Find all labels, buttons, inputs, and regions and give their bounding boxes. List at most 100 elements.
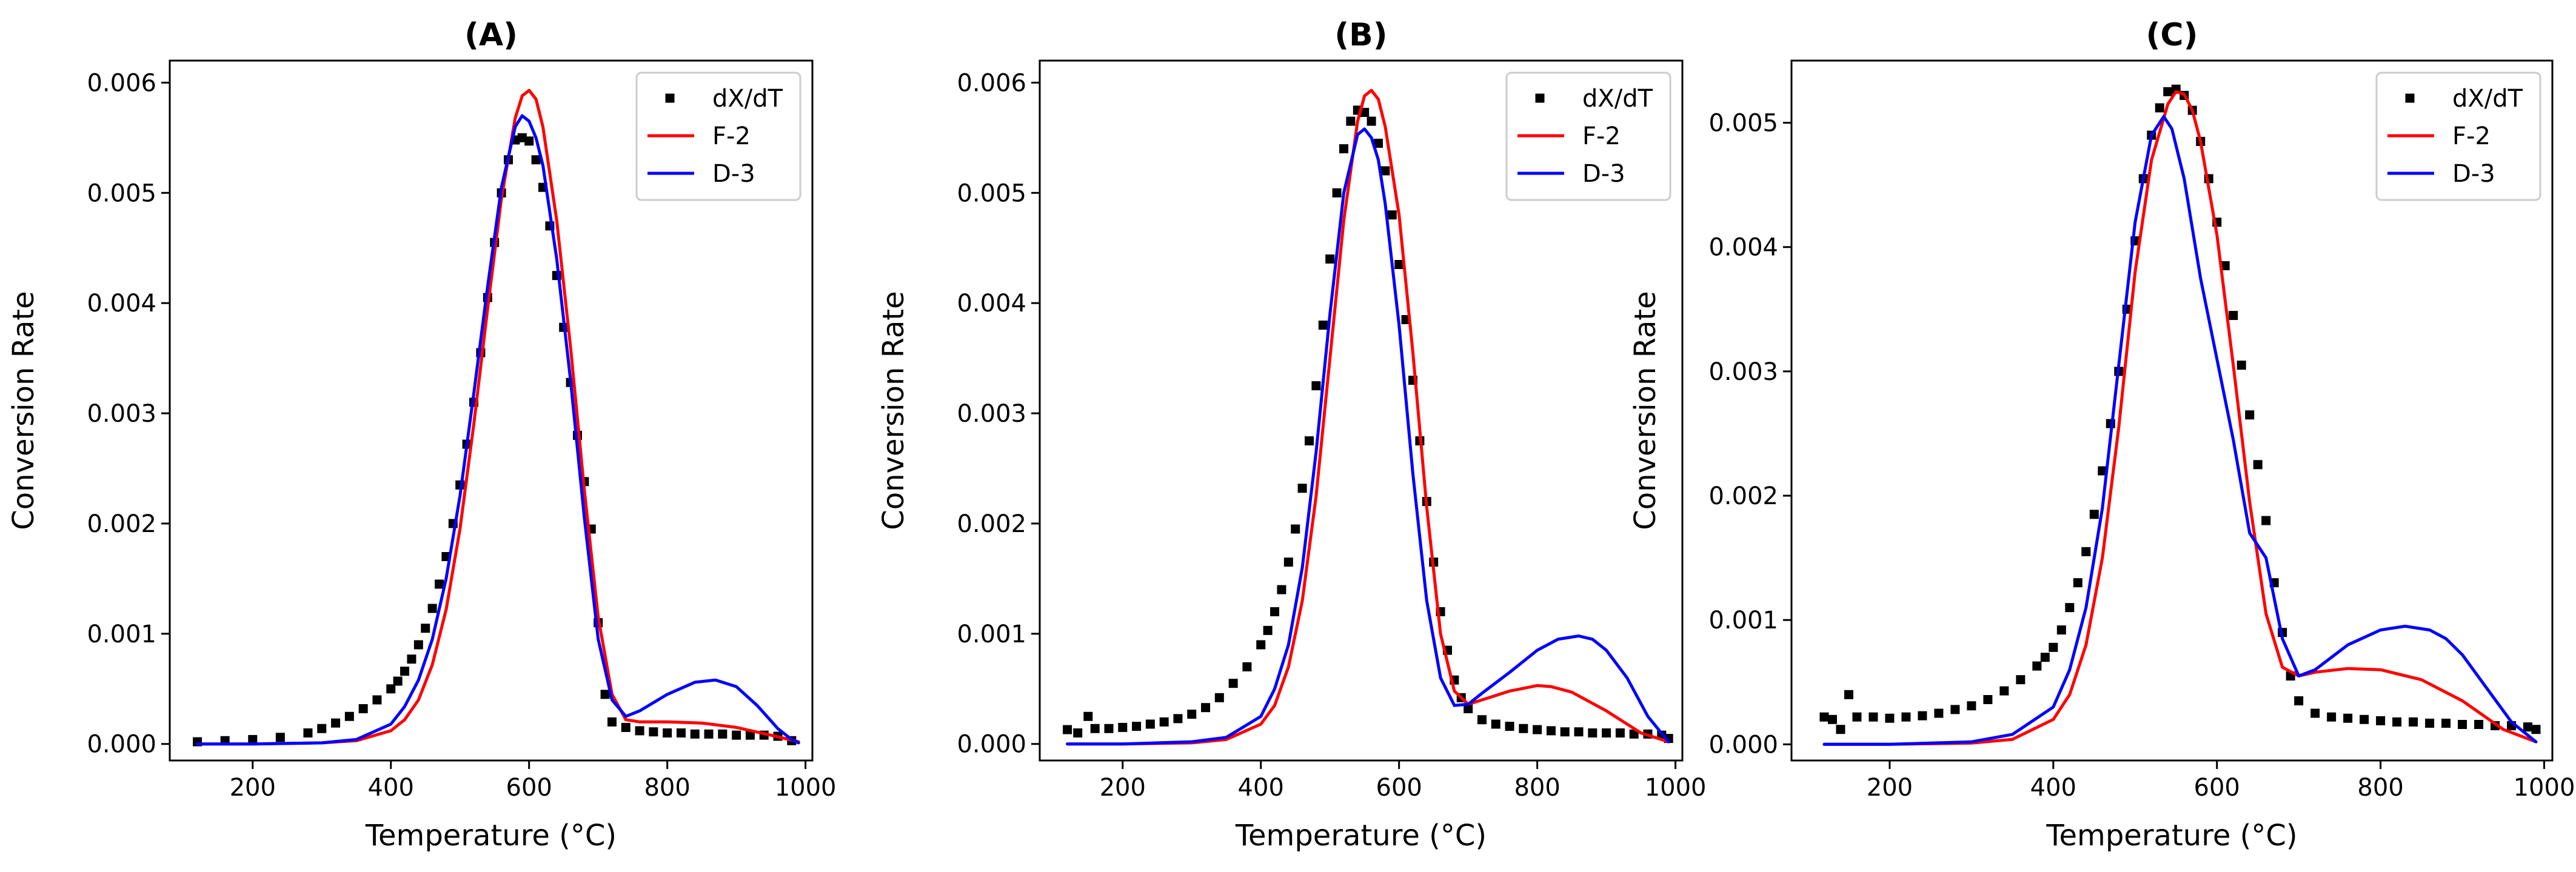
data-point: [2155, 103, 2164, 113]
y-tick-label: 0.003: [87, 400, 156, 428]
data-point: [2392, 717, 2402, 727]
series-dxdt: [193, 133, 797, 747]
data-point: [2425, 718, 2435, 728]
data-point: [1367, 116, 1376, 126]
data-point: [1602, 728, 1611, 738]
legend: dX/dT F-2 D-3: [635, 72, 801, 201]
data-point: [1477, 715, 1487, 725]
data-point: [1201, 703, 1211, 713]
data-point: [2081, 547, 2091, 556]
data-point: [1063, 725, 1072, 734]
data-point: [1187, 710, 1197, 719]
plot-data: [1819, 84, 2541, 746]
data-point: [718, 729, 728, 739]
data-point: [1505, 722, 1514, 731]
data-point: [2056, 625, 2066, 635]
data-point: [676, 728, 686, 738]
data-point: [1519, 724, 1528, 733]
data-point: [1073, 728, 1083, 738]
data-point: [1868, 712, 1878, 722]
x-tick-label: 400: [2030, 774, 2076, 802]
data-point: [1387, 210, 1397, 220]
x-axis-label: Temperature (°C): [2046, 819, 2297, 853]
data-point: [393, 676, 403, 686]
data-point: [1999, 686, 2009, 696]
axes-frame: [169, 59, 814, 762]
data-point: [400, 667, 410, 676]
data-point: [1560, 727, 1570, 737]
legend-label: dX/dT: [712, 85, 783, 113]
data-point: [2040, 653, 2050, 662]
legend-marker-dxdt: [2405, 93, 2415, 103]
data-point: [1934, 708, 1944, 718]
y-tick-label: 0.006: [87, 69, 156, 97]
y-tick-label: 0.003: [957, 400, 1026, 428]
data-point: [1360, 107, 1370, 117]
data-point: [331, 718, 341, 728]
y-tick-label: 0.005: [87, 179, 156, 207]
axes-frame: [1790, 59, 2554, 762]
data-point: [1214, 693, 1224, 702]
legend-marker-dxdt: [665, 93, 675, 103]
data-point: [248, 734, 258, 744]
data-point: [2220, 261, 2230, 270]
chart-title: (B): [1334, 17, 1387, 53]
data-point: [2531, 725, 2541, 734]
data-point: [663, 728, 672, 738]
data-point: [732, 730, 741, 740]
series-line-f-2: [1822, 90, 2538, 746]
axes-frame: [1039, 59, 1684, 762]
data-point: [1291, 524, 1300, 534]
x-tick-label: 800: [1514, 774, 1560, 802]
y-tick-label: 0.001: [957, 621, 1026, 648]
y-tick-label: 0.000: [1708, 731, 1778, 759]
data-point: [1615, 728, 1625, 738]
data-point: [1242, 662, 1252, 671]
legend-frame: [2375, 72, 2541, 201]
data-point: [2065, 603, 2075, 613]
legend-frame: [1505, 72, 1671, 201]
x-tick-label: 600: [1376, 774, 1422, 802]
y-tick-label: 0.001: [1708, 607, 1778, 634]
data-point: [1918, 711, 1927, 721]
data-point: [1270, 607, 1280, 616]
x-tick-label: 200: [1100, 774, 1146, 802]
x-tick-label: 600: [2194, 774, 2240, 802]
data-point: [1173, 714, 1183, 724]
data-point: [1339, 144, 1349, 154]
data-point: [1297, 484, 1307, 493]
data-point: [1090, 724, 1100, 733]
legend-frame: [635, 72, 801, 201]
y-axis-label: Conversion Rate: [1628, 291, 1662, 530]
legend-label: F-2: [1582, 122, 1621, 150]
data-point: [2236, 361, 2246, 370]
data-point: [2073, 578, 2083, 588]
data-point: [1145, 719, 1155, 729]
data-point: [1104, 724, 1114, 733]
y-tick-label: 0.002: [1708, 482, 1778, 510]
data-point: [317, 724, 327, 733]
legend-label: dX/dT: [2452, 85, 2523, 113]
plot-data: [1063, 88, 1673, 746]
data-point: [2327, 712, 2337, 722]
series-dxdt: [1819, 84, 2541, 734]
data-point: [1311, 381, 1321, 391]
series-line-d-3: [1822, 115, 2538, 746]
data-point: [1277, 585, 1286, 594]
data-point: [1083, 711, 1093, 721]
data-point: [2310, 708, 2320, 718]
data-point: [2163, 87, 2173, 96]
data-point: [1491, 719, 1500, 729]
data-point: [1318, 321, 1328, 330]
data-point: [524, 136, 534, 146]
data-point: [1332, 188, 1342, 198]
data-point: [704, 729, 714, 739]
data-point: [2360, 714, 2369, 724]
data-point: [1283, 557, 1293, 567]
data-point: [1533, 725, 1542, 734]
data-point: [2049, 642, 2058, 652]
data-point: [2409, 717, 2418, 727]
series-line-f-2: [1066, 88, 1670, 746]
data-point: [1132, 722, 1142, 731]
data-point: [1546, 726, 1556, 736]
